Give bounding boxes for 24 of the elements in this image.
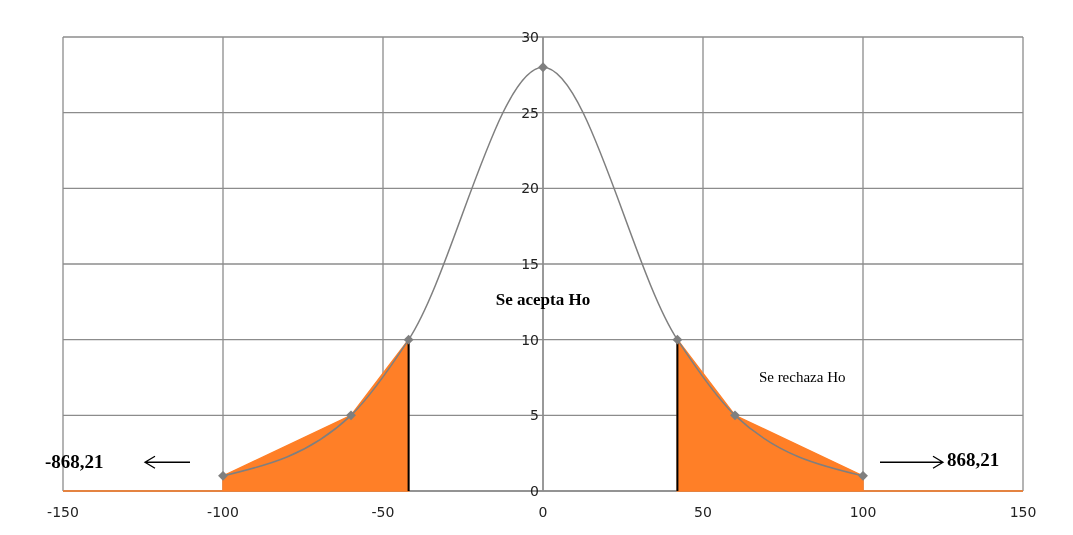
x-tick-label: -50	[371, 504, 395, 520]
point	[403, 334, 414, 345]
x-tick-label: -100	[207, 504, 239, 520]
y-tick-label: 5	[530, 407, 539, 424]
annotation: Se acepta Ho	[495, 289, 591, 309]
y-tick-label: 10	[521, 331, 539, 348]
x-tick-label: -150	[47, 504, 79, 520]
y-tick-label: 15	[521, 256, 539, 272]
x-tick-label: 50	[694, 504, 712, 520]
point	[730, 410, 740, 421]
y-tick-label: 0	[530, 483, 539, 499]
point	[538, 62, 548, 73]
x-tick-label: 100	[849, 504, 877, 520]
point	[218, 470, 228, 481]
annotation: -868,21	[45, 451, 104, 473]
y-tick-label: 30	[521, 29, 539, 45]
x-tick-label: 150	[1009, 504, 1037, 520]
annotation: 868,21	[947, 449, 1000, 471]
point	[672, 334, 683, 345]
point	[346, 410, 356, 421]
y-tick-label: 25	[521, 104, 539, 121]
point	[858, 470, 868, 481]
y-tick-label: 20	[521, 180, 539, 197]
annotation: Se rechaza Ho	[758, 369, 846, 386]
